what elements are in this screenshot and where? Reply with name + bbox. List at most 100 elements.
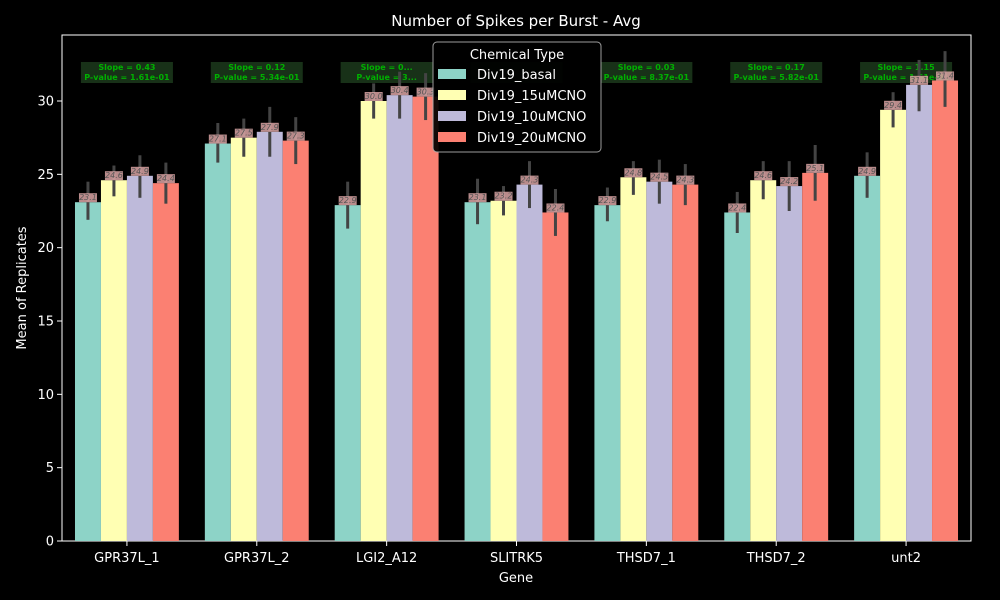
legend-swatch [438, 69, 466, 79]
bar [594, 205, 621, 541]
bar-value-label: 24.3 [676, 176, 694, 185]
x-tick-label: THSD7_1 [616, 551, 676, 566]
bar-label-bg [520, 175, 539, 185]
bar-label-bg [624, 168, 643, 178]
stats-slope: Slope = 0.17 [748, 63, 805, 72]
bar-value-label: 22.4 [547, 203, 565, 212]
y-axis: 0 5 10 15 20 25 30 [37, 95, 62, 550]
y-tick-label: 30 [37, 95, 54, 110]
bar [256, 131, 283, 542]
bar-label-bg [390, 86, 409, 96]
legend-label: Div19_basal [477, 68, 556, 83]
bar-label-bg [234, 128, 253, 138]
bar-value-label: 27.3 [287, 132, 305, 141]
bar [776, 186, 803, 542]
legend: Chemical Type Div19_basal Div19_15uMCNO Div… [432, 41, 602, 153]
bar [880, 109, 907, 542]
bar-value-label: 24.2 [780, 177, 798, 186]
bar-value-label: 24.6 [754, 171, 772, 180]
bar [152, 183, 179, 541]
stats-slope: Slope = 1.15 [877, 63, 935, 72]
bar-label-bg [104, 171, 123, 181]
bar-label-bg [416, 87, 435, 97]
bar-value-label: 31.1 [910, 76, 928, 85]
bar-value-label: 23.1 [79, 193, 97, 202]
bar [360, 101, 387, 541]
bar-label-bg [130, 166, 149, 176]
x-tick-label: LGI2_A12 [356, 551, 417, 566]
bar [802, 172, 829, 541]
x-tick-label: GPR37L_2 [224, 551, 290, 566]
bar-value-label: 27.5 [235, 129, 253, 138]
bar-label-bg [208, 134, 227, 144]
stats-pvalue: P-value = 8.37e-01 [604, 73, 690, 82]
bar [672, 184, 699, 541]
stats-box [80, 62, 173, 83]
x-tick-label: SLITRK5 [490, 551, 543, 566]
y-tick-label: 20 [37, 241, 54, 256]
bar [464, 202, 491, 541]
bar-value-label: 23.1 [469, 193, 487, 202]
x-tick-label: unt2 [891, 551, 921, 566]
bar-label-bg [910, 75, 929, 85]
bar-value-label: 30.3 [417, 88, 435, 97]
bar [724, 212, 751, 541]
x-axis-title: Gene [499, 571, 533, 586]
bar-label-bg [156, 174, 175, 184]
y-tick-label: 0 [46, 535, 54, 550]
bar [542, 212, 569, 541]
bar-value-label: 27.1 [209, 135, 227, 144]
bars-layer: Slope = 0.43 P-value = 1.61e-01 Slope = 0.… [74, 51, 959, 542]
bar [516, 184, 543, 541]
bar-label-bg [468, 193, 487, 203]
stats-slope: Slope = 0.03 [618, 63, 675, 72]
legend-swatch [438, 132, 466, 142]
bar-value-label: 30.4 [391, 86, 409, 95]
stats-pvalue: P-value = 5.34e-01 [214, 73, 300, 82]
bar-value-label: 24.5 [650, 173, 668, 182]
bar-label-bg [806, 163, 825, 173]
legend-title: Chemical Type [470, 48, 564, 63]
x-tick-label: THSD7_2 [746, 551, 806, 566]
legend-label: Div19_10uMCNO [477, 110, 586, 125]
bar-value-label: 24.6 [105, 171, 123, 180]
bar-value-label: 23.2 [495, 192, 513, 201]
bar-value-label: 24.3 [521, 176, 539, 185]
bar-label-bg [780, 177, 799, 187]
bar-label-bg [598, 196, 617, 206]
bar-label-bg [650, 172, 669, 182]
stats-box [210, 62, 303, 83]
bar [646, 181, 673, 541]
bar-label-bg [858, 166, 877, 176]
bar-value-label: 24.8 [624, 168, 642, 177]
stats-pvalue: P-value = 5.82e-01 [734, 73, 820, 82]
bar-label-bg [676, 175, 695, 185]
y-axis-title: Mean of Replicates [15, 226, 30, 349]
bar [490, 200, 517, 541]
bar-value-label: 22.9 [339, 196, 357, 205]
x-axis: GPR37L_1 GPR37L_2 LGI2_A12 SLITRK5 THSD7_1 TH… [94, 541, 921, 566]
bar-label-bg [936, 71, 955, 81]
stats-pvalue: P-value = 1.61e-01 [863, 73, 949, 82]
bar-value-label: 22.4 [728, 203, 746, 212]
bar-value-label: 24.9 [131, 167, 149, 176]
legend-box [432, 41, 602, 153]
stats-pvalue: P-value = 3... [356, 73, 416, 82]
y-tick-label: 15 [37, 315, 54, 330]
y-tick-label: 10 [37, 388, 54, 403]
bar-label-bg [754, 171, 773, 181]
bar-value-label: 22.9 [598, 196, 616, 205]
stats-box [340, 62, 433, 83]
stats-slope: Slope = 0.43 [98, 63, 155, 72]
bar-label-bg [338, 196, 357, 206]
bar-value-label: 30.0 [365, 92, 383, 101]
bar-value-label: 29.4 [884, 101, 902, 110]
bar [282, 140, 309, 541]
bar-value-label: 24.9 [858, 167, 876, 176]
bar-label-bg [364, 92, 383, 101]
stats-box [730, 62, 823, 83]
bar-label-bg [286, 131, 305, 141]
legend-label: Div19_20uMCNO [477, 131, 586, 146]
bar-value-label: 31.4 [936, 71, 954, 80]
chart-title: Number of Spikes per Burst - Avg [391, 12, 641, 30]
